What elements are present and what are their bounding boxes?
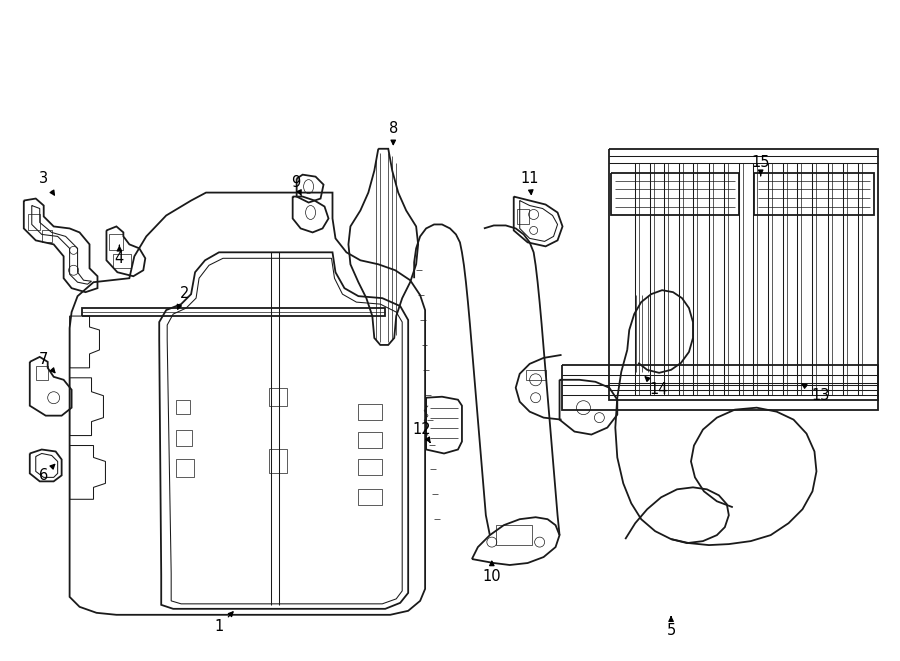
- Text: 9: 9: [291, 175, 302, 196]
- Bar: [41, 231, 51, 243]
- Bar: [358, 404, 382, 420]
- Bar: [269, 388, 287, 406]
- Bar: [176, 430, 192, 446]
- Text: 6: 6: [39, 465, 55, 483]
- Text: 13: 13: [802, 384, 830, 403]
- Bar: [176, 400, 190, 414]
- Bar: [269, 449, 287, 473]
- Bar: [176, 459, 194, 477]
- Text: 12: 12: [413, 422, 431, 442]
- Bar: [110, 235, 123, 251]
- Bar: [358, 432, 382, 447]
- Text: 2: 2: [177, 286, 189, 309]
- Bar: [358, 459, 382, 475]
- Bar: [358, 489, 382, 505]
- Text: 8: 8: [389, 122, 398, 145]
- Text: 15: 15: [752, 155, 770, 176]
- Text: 1: 1: [214, 612, 233, 635]
- Text: 10: 10: [482, 561, 501, 584]
- Bar: [496, 525, 532, 545]
- Bar: [526, 370, 545, 380]
- Bar: [113, 254, 131, 268]
- Text: 3: 3: [40, 171, 54, 195]
- Bar: [517, 208, 528, 225]
- Bar: [28, 214, 40, 231]
- Text: 7: 7: [39, 352, 55, 373]
- Text: 4: 4: [115, 245, 124, 266]
- Text: 11: 11: [520, 171, 539, 194]
- Bar: [36, 366, 48, 380]
- Text: 14: 14: [645, 377, 669, 397]
- Text: 5: 5: [666, 617, 676, 639]
